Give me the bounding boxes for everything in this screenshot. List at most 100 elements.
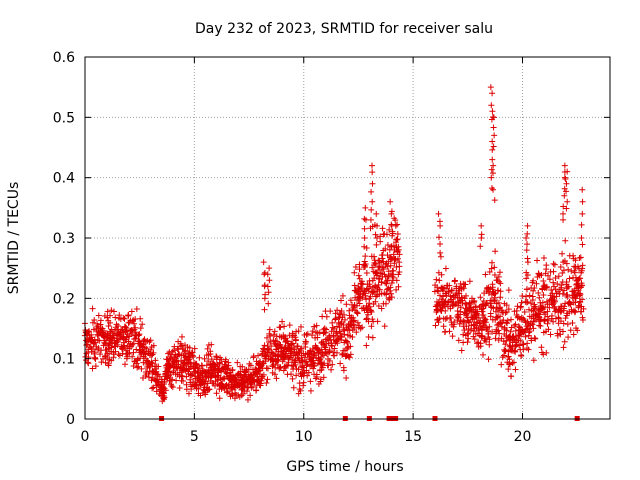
data-point [363,296,370,303]
data-point [138,365,145,372]
data-point [508,373,515,380]
data-point [376,263,383,270]
data-point [557,264,564,271]
data-point [395,246,402,253]
data-point [523,235,530,241]
data-point [550,279,557,286]
data-point [152,357,159,364]
data-point [579,186,586,193]
data-point [186,344,193,351]
data-point [83,342,90,349]
data-point [563,188,570,195]
data-point [529,321,536,328]
data-point [485,356,492,363]
data-point [435,319,442,326]
data-point [546,276,553,283]
data-point [323,313,330,320]
data-point [347,351,354,358]
data-point [375,282,382,289]
data-point [347,297,354,304]
data-point [550,260,557,267]
data-point [132,335,139,342]
data-point [262,291,269,298]
data-point [108,307,115,314]
data-point [458,294,465,301]
data-point [268,343,275,350]
data-point [505,287,512,294]
data-point [524,255,531,262]
data-point [523,275,530,282]
x-tick-label: 15 [404,429,422,445]
data-point [253,387,260,394]
data-point [445,289,452,296]
data-point [572,308,579,315]
data-point [295,328,302,335]
data-point [520,346,527,353]
data-point [562,176,569,183]
data-point [309,328,316,335]
data-point [492,335,499,342]
y-axis-ticks: 0 0.1 0.2 0.3 0.4 0.5 0.6 [53,50,610,428]
data-point [216,395,223,402]
data-point [567,300,574,307]
data-point [507,328,514,335]
data-point [563,279,570,286]
data-point [213,390,220,397]
data-point [488,174,495,181]
data-point [520,341,527,348]
data-point [361,243,368,250]
data-point [108,344,115,351]
data-point [357,325,364,332]
data-point [147,346,154,353]
data-point [393,236,400,243]
data-point [537,322,544,329]
data-point [387,198,394,205]
data-point [526,328,533,335]
data-point [508,316,515,323]
data-point [326,348,333,355]
data-point [521,309,528,316]
data-point [339,292,346,299]
data-point [356,300,363,307]
data-point [216,360,223,367]
data-point [365,333,372,340]
data-point [497,294,504,301]
data-point [173,357,180,364]
data-point [302,338,309,345]
data-point [471,336,478,343]
data-point [524,222,531,229]
data-point [446,282,453,289]
data-point [178,333,185,340]
data-point [266,277,273,284]
data-point [489,90,496,97]
data-point [293,372,300,379]
data-point [543,284,550,291]
data-point [266,326,273,333]
data-point [376,286,383,293]
data-point [136,331,143,338]
data-point [329,324,336,331]
data-point [489,170,496,177]
data-point [333,349,340,356]
data-point [520,315,527,322]
data-point [190,353,197,360]
data-point [307,387,314,394]
data-point [107,319,114,326]
data-point [495,327,502,334]
data-point [165,350,172,357]
data-point [383,231,390,238]
data-point [538,272,545,279]
data-point [363,269,370,276]
data-point [381,323,388,330]
data-point [91,349,98,356]
data-point [140,359,147,366]
data-point [320,352,327,359]
data-point [394,255,401,262]
data-point [540,277,547,284]
data-point [486,341,493,348]
data-point [489,156,496,163]
data-point [560,216,567,223]
data-point [559,290,566,297]
data-point [394,221,401,228]
data-point [367,293,374,300]
